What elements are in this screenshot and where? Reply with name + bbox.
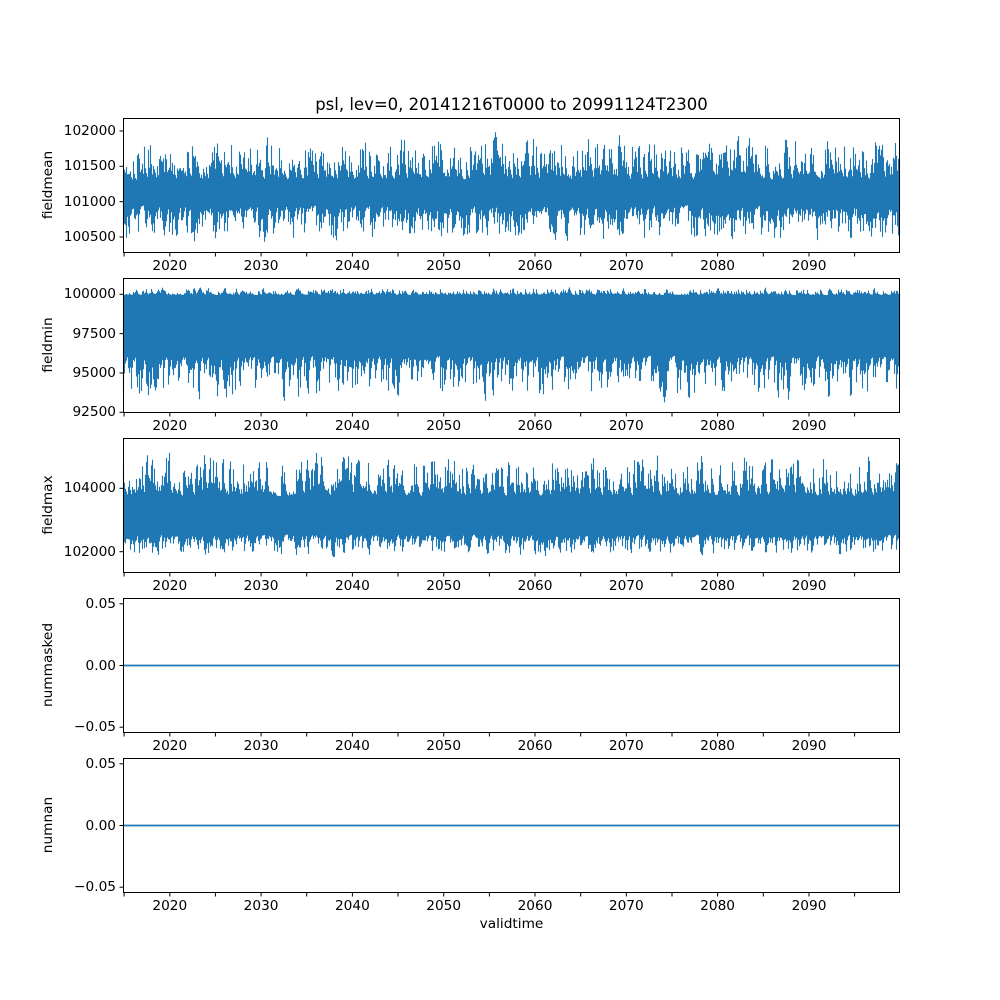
- y-tick-label: −0.05: [74, 879, 116, 896]
- x-tick-label: 2020: [152, 738, 188, 754]
- y-tick-label: 92500: [72, 404, 116, 421]
- x-tick-label: 2050: [426, 898, 462, 914]
- y-axis-label-fieldmax: fieldmax: [40, 475, 56, 535]
- subplot-fieldmin: fieldmin 2020 2030 2040 2050 2060 2070 2080 209…: [0, 278, 1000, 434]
- x-tick-label: 2090: [791, 418, 827, 434]
- subplot-fieldmax: fieldmax 2020 2030 2040 2050 2060 2070 2080 209…: [0, 438, 1000, 594]
- x-tick-label: 2080: [700, 898, 736, 914]
- x-tick-label: 2060: [517, 418, 553, 434]
- x-tick-label: 2080: [700, 738, 736, 754]
- x-tick-label: 2020: [152, 258, 188, 274]
- x-tick-label: 2030: [243, 258, 279, 274]
- x-tick-label: 2060: [517, 738, 553, 754]
- x-tick-label: 2060: [517, 578, 553, 594]
- x-tick-label: 2070: [608, 738, 644, 754]
- x-tick-label: 2050: [426, 738, 462, 754]
- x-tick-label: 2030: [243, 738, 279, 754]
- x-tick-label: 2080: [700, 418, 736, 434]
- chart-title: psl, lev=0, 20141216T0000 to 20991124T23…: [315, 95, 708, 114]
- y-tick-label: 101500: [63, 158, 116, 175]
- plot-area-nummasked: [119, 598, 900, 737]
- x-tick-label: 2040: [334, 258, 370, 274]
- axes-frame: [123, 438, 900, 573]
- x-tick-label: 2050: [426, 578, 462, 594]
- x-tick-label: 2040: [334, 898, 370, 914]
- y-tick-label: 101000: [63, 193, 116, 210]
- x-tick-label: 2030: [243, 418, 279, 434]
- y-tick-label: 95000: [72, 365, 116, 381]
- subplot-nummasked: nummasked 2020 2030 2040 2050 2060 2070 2080 20…: [0, 595, 1000, 754]
- axes-frame: [123, 598, 900, 733]
- x-tick-label: 2090: [791, 898, 827, 914]
- y-axis-label-fieldmin: fieldmin: [40, 317, 56, 373]
- plot-area-fieldmax: [119, 438, 901, 577]
- y-tick-label: 0.00: [85, 817, 116, 834]
- plot-area-fieldmin: [119, 278, 901, 417]
- y-tick-label: 0.00: [85, 657, 116, 674]
- x-tick-label: 2050: [426, 418, 462, 434]
- y-tick-label: 0.05: [85, 595, 116, 612]
- x-tick-label: 2080: [700, 258, 736, 274]
- x-tick-label: 2040: [334, 578, 370, 594]
- y-tick-label: 104000: [63, 480, 116, 497]
- x-tick-label: 2070: [608, 418, 644, 434]
- axes-frame: [123, 278, 900, 413]
- plot-area-numnan: [119, 758, 900, 897]
- x-tick-label: 2070: [608, 898, 644, 914]
- x-tick-label: 2060: [517, 898, 553, 914]
- y-axis-label-nummasked: nummasked: [40, 622, 56, 708]
- x-tick-label: 2090: [791, 578, 827, 594]
- x-tick-label: 2080: [700, 578, 736, 594]
- y-tick-label: 100500: [63, 229, 116, 245]
- series-line: [122, 287, 901, 403]
- axes-frame: [123, 758, 900, 893]
- x-tick-label: 2040: [334, 418, 370, 434]
- x-tick-label: 2030: [243, 898, 279, 914]
- subplot-fieldmean: fieldmean 2020 2030 2040 2050 2060 2070 2080 20…: [0, 118, 1000, 274]
- x-tick-label: 2060: [517, 258, 553, 274]
- x-tick-label: 2020: [152, 578, 188, 594]
- axes-frame: [123, 118, 900, 253]
- y-tick-label: 0.05: [85, 755, 116, 772]
- x-tick-label: 2090: [791, 738, 827, 754]
- x-tick-label: 2050: [426, 258, 462, 274]
- subplot-numnan: numnan 2020 2030 2040 2050 2060 2070 2080 2090 −…: [0, 755, 1000, 914]
- x-tick-label: 2020: [152, 898, 188, 914]
- y-tick-label: 100000: [63, 286, 116, 303]
- series-line: [122, 132, 901, 242]
- plot-area-fieldmean: [119, 118, 901, 257]
- x-tick-label: 2030: [243, 578, 279, 594]
- y-axis-label-numnan: numnan: [40, 796, 56, 854]
- y-tick-label: 97500: [72, 325, 116, 342]
- x-axis-label: validtime: [479, 916, 544, 932]
- x-tick-label: 2040: [334, 738, 370, 754]
- y-axis-label-fieldmean: fieldmean: [40, 150, 56, 220]
- series-line: [122, 452, 901, 558]
- y-tick-label: −0.05: [74, 719, 116, 736]
- x-tick-label: 2090: [791, 258, 827, 274]
- x-tick-label: 2070: [608, 578, 644, 594]
- y-tick-label: 102000: [63, 543, 116, 560]
- x-tick-label: 2070: [608, 258, 644, 274]
- x-tick-label: 2020: [152, 418, 188, 434]
- y-tick-label: 102000: [63, 123, 116, 139]
